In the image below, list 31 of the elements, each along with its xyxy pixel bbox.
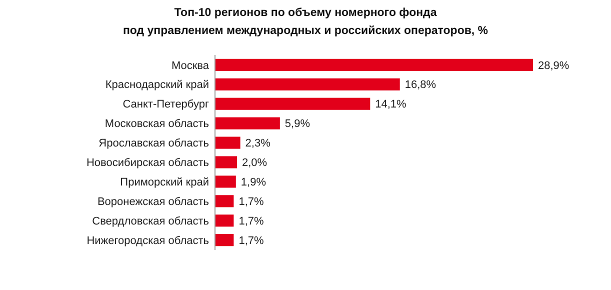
data-label: 5,9% — [284, 118, 310, 130]
data-label: 1,7% — [238, 234, 264, 247]
data-label: 16,8% — [404, 79, 436, 92]
bar — [215, 214, 234, 227]
bar — [215, 176, 236, 188]
y-tick-label: Москва — [171, 60, 210, 72]
chart-title: Топ-10 регионов по объему номерного фонда под управлением международных и российских операторов, % — [122, 7, 488, 37]
bar — [215, 78, 400, 90]
y-tick-label: Московская область — [104, 118, 210, 130]
y-tick-label: Санкт-Петербург — [122, 98, 209, 111]
data-label: 1,9% — [240, 176, 266, 189]
bar — [215, 117, 280, 130]
y-tick-label: Свердловская область — [92, 215, 210, 228]
bar — [215, 58, 533, 71]
data-label: 2,0% — [242, 157, 268, 170]
y-tick-label: Нижегородская область — [86, 234, 210, 247]
y-tick-label: Воронежская область — [97, 196, 210, 208]
data-label: 28,9% — [538, 60, 570, 72]
y-tick-label: Ярославская область — [98, 138, 210, 150]
data-label: 2,3% — [245, 138, 271, 150]
bar — [215, 136, 240, 149]
y-tick-label: Новосибирская область — [86, 157, 210, 170]
data-label: 1,7% — [238, 196, 264, 208]
bar — [215, 195, 234, 208]
data-label: 1,7% — [238, 215, 264, 228]
bar — [215, 98, 370, 110]
y-tick-label: Приморский край — [120, 176, 209, 189]
data-label: 14,1% — [375, 98, 407, 111]
y-tick-label: Краснодарский край — [105, 79, 209, 92]
bar — [215, 234, 234, 246]
bar — [215, 156, 238, 168]
